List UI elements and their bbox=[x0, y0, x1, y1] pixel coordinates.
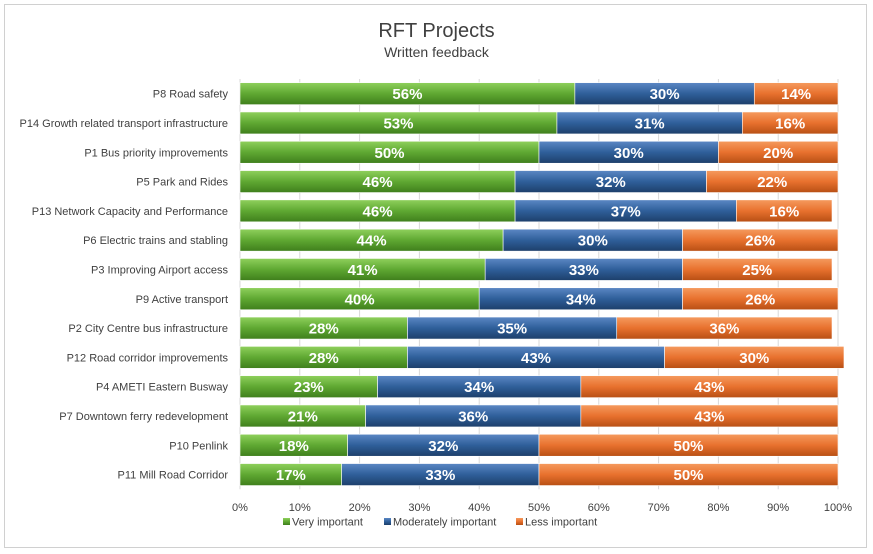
legend-label: Moderately important bbox=[393, 517, 496, 529]
data-label: 28% bbox=[309, 321, 339, 338]
data-label: 41% bbox=[348, 262, 378, 279]
category-label: P14 Growth related transport infrastruct… bbox=[20, 118, 228, 130]
data-label: 20% bbox=[763, 145, 793, 162]
data-label: 26% bbox=[745, 291, 775, 308]
data-label: 16% bbox=[769, 203, 799, 220]
data-label: 46% bbox=[363, 203, 393, 220]
category-label: P5 Park and Rides bbox=[136, 177, 228, 189]
bar-segment bbox=[682, 228, 839, 252]
data-label: 18% bbox=[279, 438, 309, 455]
bar-segment bbox=[538, 463, 839, 486]
bar-segment bbox=[718, 140, 839, 164]
data-label: 34% bbox=[464, 379, 494, 396]
data-label: 33% bbox=[569, 262, 599, 279]
category-label: P4 AMETI Eastern Busway bbox=[96, 382, 229, 394]
x-tick-label: 0% bbox=[232, 502, 248, 514]
category-label: P3 Improving Airport access bbox=[91, 264, 228, 276]
data-label: 43% bbox=[694, 408, 724, 425]
data-label: 50% bbox=[673, 467, 703, 484]
category-label: P13 Network Capacity and Performance bbox=[32, 206, 228, 218]
bar-segment bbox=[538, 433, 839, 457]
data-label: 32% bbox=[428, 438, 458, 455]
category-label: P8 Road safety bbox=[153, 89, 229, 101]
data-label: 16% bbox=[775, 115, 805, 132]
x-tick-label: 90% bbox=[767, 502, 789, 514]
legend: Very important Moderately important Less i… bbox=[283, 517, 597, 529]
x-tick-label: 20% bbox=[349, 502, 371, 514]
x-tick-label: 100% bbox=[824, 502, 852, 514]
x-tick-label: 40% bbox=[468, 502, 490, 514]
x-tick-label: 60% bbox=[588, 502, 610, 514]
x-tick-label: 10% bbox=[289, 502, 311, 514]
x-tick-label: 50% bbox=[528, 502, 550, 514]
grid-layer bbox=[239, 79, 839, 490]
category-label: P11 Mill Road Corridor bbox=[118, 470, 229, 482]
legend-label: Less important bbox=[525, 517, 597, 529]
bar-segment bbox=[616, 316, 833, 340]
data-label: 50% bbox=[374, 145, 404, 162]
bar-segment bbox=[753, 82, 839, 105]
bar-segment bbox=[742, 111, 839, 135]
data-label: 23% bbox=[294, 379, 324, 396]
data-label: 31% bbox=[635, 115, 665, 132]
bar-segment bbox=[580, 404, 839, 428]
legend-label: Very important bbox=[292, 517, 363, 529]
bar-segment bbox=[580, 375, 839, 398]
x-axis-ticks: 0% 10% 20% 30% 40% 50% 60% 70% 80% 90% 100% bbox=[232, 502, 852, 514]
bar-segment bbox=[706, 170, 839, 193]
x-tick-label: 30% bbox=[408, 502, 430, 514]
data-label: 56% bbox=[392, 86, 422, 103]
data-label: 50% bbox=[673, 438, 703, 455]
bar-segment bbox=[664, 346, 845, 369]
data-label: 22% bbox=[757, 174, 787, 191]
data-label: 43% bbox=[694, 379, 724, 396]
data-label: 28% bbox=[309, 350, 339, 367]
legend-swatch bbox=[516, 518, 523, 525]
category-label: P7 Downtown ferry redevelopment bbox=[59, 411, 228, 423]
category-label: P12 Road corridor improvements bbox=[67, 352, 229, 364]
legend-swatch bbox=[384, 518, 391, 525]
data-label: 33% bbox=[425, 467, 455, 484]
category-label: P9 Active transport bbox=[136, 294, 228, 306]
data-label: 46% bbox=[363, 174, 393, 191]
data-label: 35% bbox=[497, 321, 527, 338]
category-label: P10 Penlink bbox=[169, 440, 228, 452]
data-label: 30% bbox=[650, 86, 680, 103]
category-labels: P8 Road safety P14 Growth related transpo… bbox=[20, 89, 229, 482]
data-label: 25% bbox=[742, 262, 772, 279]
bar-layer: 56% 30% 14% 53% 31% 16% 50% 30% 20% 46% 32% 22% 46% 3… bbox=[239, 82, 845, 486]
data-label: 44% bbox=[357, 233, 387, 250]
category-label: P1 Bus priority improvements bbox=[84, 147, 228, 159]
data-label: 37% bbox=[611, 203, 641, 220]
x-tick-label: 70% bbox=[648, 502, 670, 514]
x-tick-label: 80% bbox=[707, 502, 729, 514]
data-label: 32% bbox=[596, 174, 626, 191]
category-label: P6 Electric trains and stabling bbox=[83, 235, 228, 247]
bar-segment bbox=[682, 258, 833, 281]
category-label: P2 City Centre bus infrastructure bbox=[68, 323, 228, 335]
data-label: 30% bbox=[739, 350, 769, 367]
bar-segment bbox=[682, 287, 839, 311]
data-label: 36% bbox=[709, 321, 739, 338]
data-label: 53% bbox=[383, 115, 413, 132]
chart-subtitle: Written feedback bbox=[384, 44, 489, 60]
data-label: 30% bbox=[614, 145, 644, 162]
chart-title: RFT Projects bbox=[378, 20, 495, 42]
legend-swatch bbox=[283, 518, 290, 525]
data-label: 21% bbox=[288, 408, 318, 425]
data-label: 30% bbox=[578, 233, 608, 250]
bar-segment bbox=[736, 199, 833, 223]
data-label: 34% bbox=[566, 291, 596, 308]
data-label: 17% bbox=[276, 467, 306, 484]
data-label: 40% bbox=[345, 291, 375, 308]
data-label: 36% bbox=[458, 408, 488, 425]
data-label: 26% bbox=[745, 233, 775, 250]
data-label: 43% bbox=[521, 350, 551, 367]
data-label: 14% bbox=[781, 86, 811, 103]
